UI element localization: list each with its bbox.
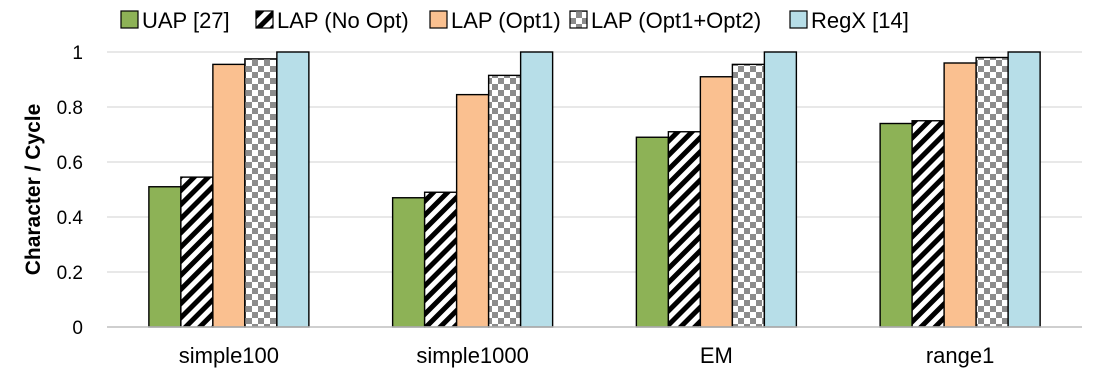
legend-label: LAP (Opt1) [451,8,561,33]
legend-swatch [255,10,274,29]
y-tick-label: 0 [72,318,83,339]
bar [455,93,490,328]
bar [635,136,670,328]
legend-swatch [120,10,139,29]
legend-swatch [569,10,588,29]
bar [975,56,1009,328]
bar [212,63,246,328]
y-tick-label: 1 [72,43,83,64]
bar [699,76,734,328]
legend-label: RegX [14] [811,8,909,33]
x-category-label: simple100 [179,343,279,368]
x-category-label: range1 [926,343,995,368]
bar [667,131,702,328]
bar [763,51,798,328]
legend-label: LAP (Opt1+Opt2) [591,8,761,33]
bar [276,51,310,328]
bar [911,120,945,328]
y-tick-labels: 0 0.2 0.4 0.6 0.8 1 [57,43,84,339]
y-tick-label: 0.2 [57,263,83,284]
bar [519,51,554,328]
bar [423,191,458,328]
y-tick-label: 0.4 [57,208,84,229]
bar [148,186,182,328]
bar [391,197,426,328]
y-tick-label: 0.6 [57,153,83,174]
legend-label: UAP [27] [142,8,230,33]
bar [943,62,977,328]
y-tick-label: 0.8 [57,98,83,119]
bar [1007,51,1041,328]
x-category-labels: simple100 simple1000 EM range1 [179,343,995,368]
x-category-label: simple1000 [416,343,529,368]
x-category-label: EM [700,343,733,368]
bar [180,176,214,328]
bar [879,122,913,328]
bar [244,58,278,328]
legend-swatch [429,10,448,29]
bar [487,74,522,328]
legend: UAP [27] LAP (No Opt) LAP (Opt1) LAP (Opt1+… [120,8,909,33]
legend-swatch [789,10,808,29]
bar [731,63,766,328]
bars [148,51,1041,328]
y-axis-label: Character / Cycle [22,104,45,276]
legend-label: LAP (No Opt) [277,8,409,33]
